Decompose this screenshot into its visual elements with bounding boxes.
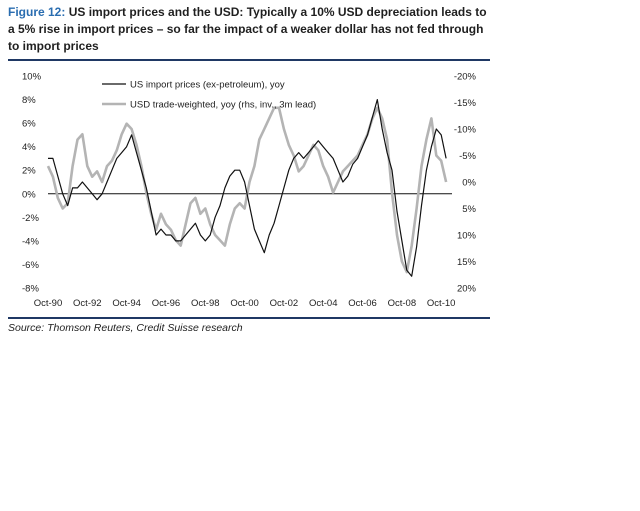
y-left-tick-label: -2% <box>22 213 39 224</box>
x-tick-label: Oct-94 <box>112 298 141 309</box>
y-left-tick-label: 0% <box>22 189 36 200</box>
y-right-tick-label: -5% <box>459 151 476 162</box>
x-tick-label: Oct-06 <box>348 298 377 309</box>
x-tick-label: Oct-92 <box>73 298 102 309</box>
chart: 10% 8% 6% 4% 2% 0% -2% -4% -6% -8% -20% -15% -10% -5%… <box>8 59 490 319</box>
x-tick-label: Oct-96 <box>152 298 181 309</box>
x-tick-label: Oct-08 <box>388 298 417 309</box>
y-right-tick-label: 20% <box>457 284 477 295</box>
legend: US import prices (ex-petroleum), yoy USD … <box>102 80 316 111</box>
legend-label-usd: USD trade-weighted, yoy (rhs, inv., 3m l… <box>130 100 316 111</box>
y-left-tick-label: -8% <box>22 284 39 295</box>
y-right-tick-label: 5% <box>462 204 476 215</box>
figure-title-text: US import prices and the USD: Typically … <box>8 5 487 53</box>
y-left-tick-label: 8% <box>22 95 36 106</box>
series-import-prices-line <box>48 99 447 277</box>
y-left-tick-label: 4% <box>22 142 36 153</box>
y-left-tick-label: 2% <box>22 166 36 177</box>
y-right-tick-label: 15% <box>457 257 477 268</box>
source-note: Source: Thomson Reuters, Credit Suisse r… <box>8 322 243 334</box>
y-right-tick-label: 0% <box>462 178 476 189</box>
y-right-tick-label: -15% <box>454 98 477 109</box>
y-left-tick-label: 10% <box>22 72 42 83</box>
x-tick-label: Oct-00 <box>230 298 259 309</box>
y-left-tick-label: 6% <box>22 119 36 130</box>
x-tick-label: Oct-02 <box>270 298 299 309</box>
x-tick-label: Oct-10 <box>427 298 456 309</box>
axis-layer: 10% 8% 6% 4% 2% 0% -2% -4% -6% -8% -20% -15% -10% -5%… <box>22 72 477 310</box>
y-right-tick-label: -10% <box>454 125 477 136</box>
x-tick-label: Oct-90 <box>34 298 63 309</box>
x-tick-label: Oct-04 <box>309 298 338 309</box>
y-left-tick-label: -4% <box>22 236 39 247</box>
y-left-tick-label: -6% <box>22 260 39 271</box>
y-right-tick-label: 10% <box>457 231 477 242</box>
y-right-tick-label: -20% <box>454 72 477 83</box>
figure-title: Figure 12: US import prices and the USD:… <box>8 4 488 55</box>
series-usd-line <box>46 106 448 274</box>
legend-label-import-prices: US import prices (ex-petroleum), yoy <box>130 80 285 91</box>
x-tick-label: Oct-98 <box>191 298 220 309</box>
series-layer <box>46 99 448 277</box>
figure-label: Figure 12: <box>8 5 66 19</box>
